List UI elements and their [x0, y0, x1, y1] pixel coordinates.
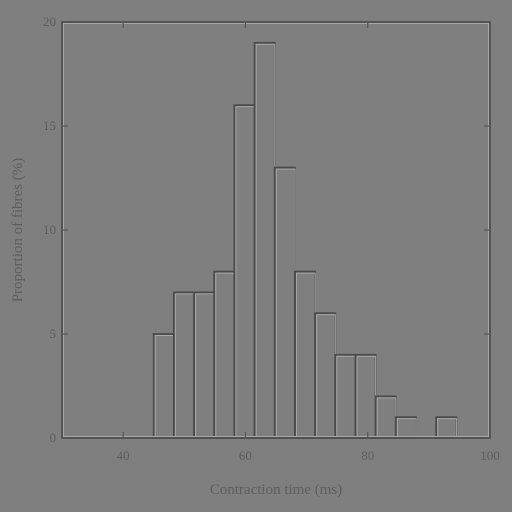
- y-tick-label: 0: [50, 430, 57, 445]
- histogram-bar: [253, 41, 276, 439]
- histogram-bar: [435, 416, 458, 439]
- x-tick-label: 100: [480, 448, 500, 463]
- histogram-bar: [294, 270, 317, 439]
- histogram-bar: [394, 416, 417, 439]
- histogram-bar: [273, 166, 296, 439]
- histogram-bar: [314, 312, 337, 439]
- y-axis-label: Proportion of fibres (%): [10, 158, 26, 303]
- x-axis-label: Contraction time (ms): [210, 482, 342, 498]
- histogram-bar: [172, 291, 195, 439]
- histogram-bar: [233, 104, 256, 439]
- histogram-bar: [354, 353, 377, 439]
- y-tick-label: 5: [50, 326, 57, 341]
- x-tick-label: 40: [117, 448, 130, 463]
- bars-layer: [152, 41, 458, 439]
- histogram-bar: [213, 270, 236, 439]
- histogram-bar: [334, 353, 357, 439]
- axis-ticks: 40 60 80 100 0 5 10 15 20: [43, 14, 500, 463]
- y-tick-label: 15: [43, 118, 56, 133]
- x-tick-label: 60: [239, 448, 252, 463]
- histogram-bar: [374, 395, 397, 439]
- y-tick-label: 10: [43, 222, 56, 237]
- x-tick-label: 80: [361, 448, 374, 463]
- y-tick-label: 20: [43, 14, 56, 29]
- histogram-bar: [152, 333, 175, 439]
- histogram-bar: [193, 291, 216, 439]
